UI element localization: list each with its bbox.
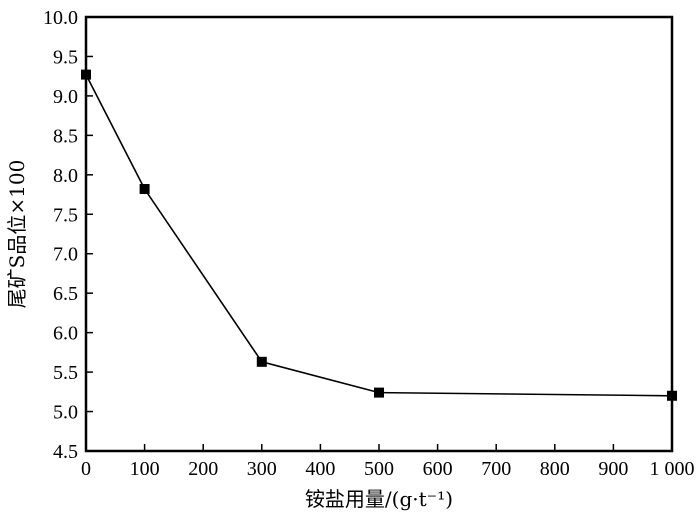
y-tick-label: 9.0 (53, 86, 78, 108)
x-tick-label: 0 (81, 458, 91, 480)
y-tick-label: 4.5 (53, 441, 78, 463)
x-tick-label: 400 (305, 458, 335, 480)
y-tick-label: 7.5 (53, 204, 78, 226)
x-tick-label: 300 (247, 458, 277, 480)
y-tick-label: 9.5 (53, 46, 78, 68)
x-axis-title: 铵盐用量/(g·t⁻¹) (305, 487, 453, 511)
data-point-marker (374, 387, 384, 398)
y-tick-label: 7.0 (53, 244, 78, 266)
series-line (85, 74, 673, 397)
y-tick-label: 5.5 (53, 362, 78, 384)
y-axis-title: 尾矿S品位×100 (5, 160, 29, 309)
x-tick-label: 700 (481, 458, 511, 480)
x-tick-label: 200 (188, 458, 218, 480)
y-tick-label: 8.0 (53, 165, 78, 187)
data-point-marker (139, 184, 150, 195)
series-layer (81, 69, 677, 401)
y-tick-label: 5.0 (53, 402, 78, 424)
x-tick-label: 800 (540, 458, 570, 480)
y-tick-label: 8.5 (53, 125, 78, 147)
y-tick-label: 10.0 (43, 7, 78, 29)
x-tick-label: 1 000 (650, 458, 695, 480)
x-tick-label: 100 (130, 458, 160, 480)
plot-frame (84, 15, 674, 453)
ticks-layer: 0 100 200 300 400 500 600 700 800 900 1 000 4.5 5.0 5… (43, 7, 695, 480)
labels-layer: 铵盐用量/(g·t⁻¹) 尾矿S品位×100 (5, 160, 453, 511)
x-tick-label: 600 (423, 458, 453, 480)
y-tick-label: 6.0 (53, 323, 78, 345)
data-point-marker (256, 356, 267, 367)
y-tick-label: 6.5 (53, 283, 78, 305)
x-tick-label: 900 (598, 458, 628, 480)
x-tick-label: 500 (364, 458, 394, 480)
